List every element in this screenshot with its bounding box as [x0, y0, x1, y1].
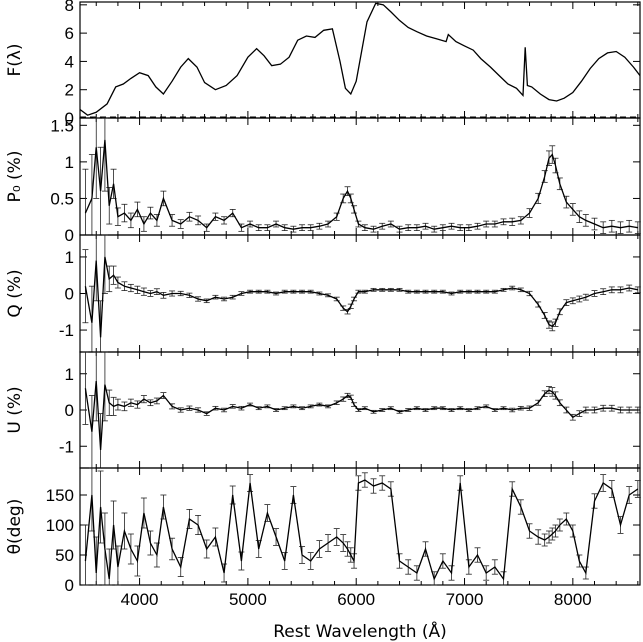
series-line-p0 [84, 139, 638, 230]
x-axis-label: Rest Wavelength (Å) [273, 620, 447, 642]
y-tick-label: 0 [65, 285, 74, 304]
series-line-theta [84, 479, 639, 581]
y-tick-label: -1 [59, 437, 74, 456]
panel-p0: 0 0.5 1 1.5 P₀ (%) [5, 116, 641, 245]
y-axis-label: U (%) [5, 386, 25, 433]
panel-theta: 0 50 100 150 θ(deg) 4000 5000 6000 7000 8000 Rest … [5, 467, 641, 642]
series-line-u [84, 380, 638, 450]
panel-flux: 0 2 4 6 8 F(λ) [5, 0, 641, 128]
y-tick-label: 4 [65, 52, 74, 71]
y-tick-label: 0 [65, 109, 74, 128]
y-axis-label: Q (%) [5, 269, 25, 317]
y-tick-label: 1 [65, 248, 74, 267]
x-tick-label: 8000 [554, 590, 592, 609]
y-tick-label: 0.5 [50, 189, 74, 208]
y-tick-label: -1 [59, 321, 74, 340]
y-tick-label: 1 [65, 365, 74, 384]
y-tick-label: 6 [65, 24, 74, 43]
x-tick-label: 5000 [229, 590, 267, 609]
x-tick-label: 7000 [446, 590, 484, 609]
panel-frame [79, 117, 641, 236]
x-tick-label: 6000 [337, 590, 375, 609]
panel-frame [79, 467, 641, 586]
y-axis-label: F(λ) [5, 43, 25, 76]
y-tick-label: 150 [46, 486, 74, 505]
y-axis-label: θ(deg) [5, 499, 25, 555]
y-tick-label: 8 [65, 0, 74, 15]
panel-q: -1 0 1 Q (%) [5, 234, 641, 353]
x-tick-label: 4000 [121, 590, 159, 609]
y-tick-label: 0 [65, 401, 74, 420]
y-axis-label: P₀ (%) [5, 151, 25, 203]
series-line-flux [79, 2, 641, 116]
y-tick-label: 1.5 [50, 116, 74, 135]
y-tick-label: 100 [46, 516, 74, 535]
y-tick-label: 0 [65, 226, 74, 245]
series-line-q [84, 256, 638, 338]
y-tick-label: 2 [65, 81, 74, 100]
y-tick-label: 1 [65, 153, 74, 172]
y-tick-label: 50 [55, 546, 74, 565]
panel-u: -1 0 1 U (%) [5, 351, 641, 469]
y-tick-label: 0 [65, 576, 74, 595]
